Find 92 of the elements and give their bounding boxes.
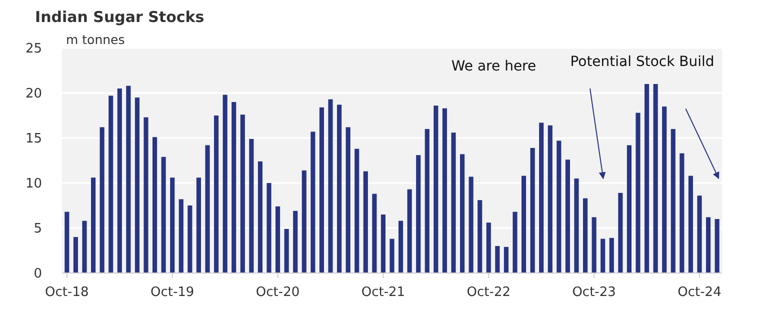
bar bbox=[416, 155, 421, 273]
bar bbox=[434, 106, 438, 273]
bar bbox=[108, 96, 114, 273]
bar bbox=[380, 214, 386, 273]
bar bbox=[706, 217, 711, 273]
bar bbox=[451, 132, 456, 273]
annotation: Potential Stock Build bbox=[570, 54, 714, 70]
bar bbox=[390, 238, 394, 273]
bar bbox=[328, 99, 333, 273]
bar bbox=[161, 156, 166, 273]
bar bbox=[100, 127, 104, 273]
bar bbox=[662, 106, 667, 273]
bar bbox=[310, 132, 316, 273]
bar bbox=[117, 88, 122, 273]
y-tick-label: 20 bbox=[25, 86, 42, 102]
bar bbox=[398, 220, 404, 273]
bar bbox=[522, 176, 526, 273]
bar bbox=[337, 104, 342, 273]
bar bbox=[170, 178, 175, 273]
x-tick-label: Oct-20 bbox=[256, 285, 300, 300]
bar bbox=[178, 199, 184, 273]
bar bbox=[556, 140, 562, 273]
bar bbox=[249, 138, 254, 273]
y-tick-label: 25 bbox=[25, 42, 42, 57]
bar bbox=[688, 176, 694, 273]
bar bbox=[670, 129, 676, 273]
bar bbox=[609, 238, 614, 273]
bar bbox=[302, 170, 306, 273]
bar bbox=[680, 153, 684, 273]
bar bbox=[539, 122, 544, 273]
bar bbox=[82, 220, 87, 273]
bar bbox=[144, 117, 148, 273]
bar bbox=[232, 102, 236, 273]
bar bbox=[196, 178, 201, 273]
bar bbox=[188, 206, 192, 273]
x-tick-label: Oct-24 bbox=[678, 285, 722, 300]
y-axis-title: m tonnes bbox=[66, 32, 125, 47]
x-tick-label: Oct-22 bbox=[466, 285, 511, 300]
bar bbox=[64, 212, 70, 273]
annotation: We are here bbox=[451, 58, 536, 74]
bar bbox=[468, 176, 474, 273]
bar bbox=[346, 127, 350, 273]
x-tick-label: Oct-21 bbox=[361, 285, 406, 300]
bar bbox=[653, 84, 658, 273]
bar bbox=[495, 246, 500, 273]
bar bbox=[90, 178, 96, 273]
bar bbox=[600, 238, 606, 273]
bar bbox=[548, 125, 552, 273]
bar bbox=[293, 210, 298, 273]
y-tick-label: 0 bbox=[34, 266, 42, 282]
bar bbox=[478, 200, 482, 273]
bar bbox=[618, 192, 623, 273]
bar bbox=[714, 219, 720, 273]
bar bbox=[354, 148, 360, 273]
bar bbox=[407, 189, 412, 273]
bar bbox=[363, 171, 368, 273]
x-tick-label: Oct-23 bbox=[572, 285, 616, 300]
y-tick-label: 10 bbox=[25, 176, 42, 192]
bar bbox=[626, 145, 632, 273]
bar bbox=[134, 98, 140, 273]
bar bbox=[152, 137, 158, 273]
bar bbox=[565, 160, 570, 273]
bar bbox=[284, 228, 289, 273]
bar bbox=[276, 206, 280, 273]
bar bbox=[460, 154, 465, 273]
bar bbox=[240, 114, 245, 273]
x-tick-label: Oct-18 bbox=[45, 285, 89, 300]
bar bbox=[697, 196, 702, 273]
bar bbox=[266, 183, 272, 273]
bar bbox=[583, 198, 588, 273]
bar bbox=[73, 237, 78, 273]
bar bbox=[512, 212, 518, 273]
bar bbox=[424, 129, 430, 273]
y-tick-label: 5 bbox=[34, 222, 42, 237]
bar bbox=[214, 116, 219, 273]
bar bbox=[442, 108, 447, 273]
bar bbox=[636, 112, 640, 273]
bar bbox=[574, 178, 579, 273]
bar bbox=[372, 194, 377, 273]
x-tick-label: Oct-19 bbox=[150, 285, 194, 300]
bar bbox=[592, 217, 596, 273]
bar bbox=[486, 222, 491, 273]
bar bbox=[530, 148, 535, 273]
bar bbox=[222, 94, 228, 273]
bar bbox=[258, 161, 262, 273]
y-tick-label: 15 bbox=[25, 132, 42, 147]
chart-title: Indian Sugar Stocks bbox=[35, 8, 204, 26]
bar bbox=[504, 246, 508, 273]
bar bbox=[319, 107, 324, 273]
bar bbox=[644, 84, 650, 273]
bar bbox=[126, 86, 131, 273]
bar bbox=[205, 145, 210, 273]
